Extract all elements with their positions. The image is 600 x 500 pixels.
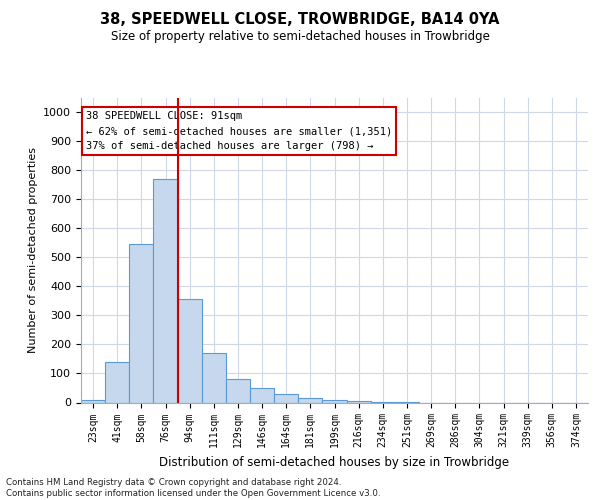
Bar [81, 400, 105, 402]
Bar [178, 300, 202, 403]
Text: 38 SPEEDWELL CLOSE: 91sqm
← 62% of semi-detached houses are smaller (1,351)
37% : 38 SPEEDWELL CLOSE: 91sqm ← 62% of semi-… [86, 111, 392, 151]
Bar [274, 394, 298, 402]
Bar [298, 398, 322, 402]
Bar [129, 244, 154, 402]
Text: 38, SPEEDWELL CLOSE, TROWBRIDGE, BA14 0YA: 38, SPEEDWELL CLOSE, TROWBRIDGE, BA14 0Y… [100, 12, 500, 28]
Y-axis label: Number of semi-detached properties: Number of semi-detached properties [28, 147, 38, 353]
Bar [202, 353, 226, 403]
Bar [105, 362, 129, 403]
X-axis label: Distribution of semi-detached houses by size in Trowbridge: Distribution of semi-detached houses by … [160, 456, 509, 469]
Bar [226, 380, 250, 402]
Text: Size of property relative to semi-detached houses in Trowbridge: Size of property relative to semi-detach… [110, 30, 490, 43]
Text: Contains HM Land Registry data © Crown copyright and database right 2024.
Contai: Contains HM Land Registry data © Crown c… [6, 478, 380, 498]
Bar [322, 400, 347, 402]
Bar [347, 401, 371, 402]
Bar [250, 388, 274, 402]
Bar [154, 179, 178, 402]
